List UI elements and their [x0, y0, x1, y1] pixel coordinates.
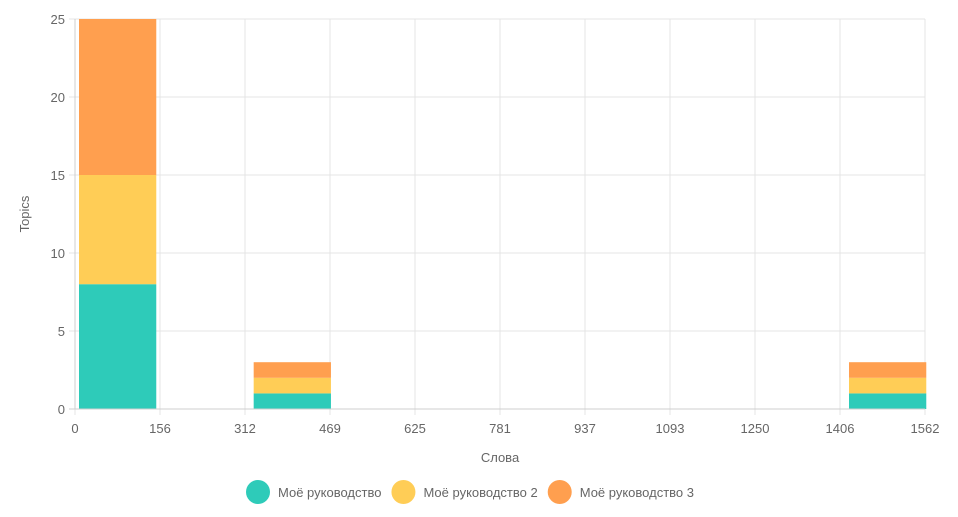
y-tick-label: 15 [51, 168, 65, 183]
legend-swatch [246, 480, 270, 504]
legend-item[interactable]: Моё руководство 2 [391, 480, 538, 504]
bar-segment [79, 19, 157, 175]
bar-segment [253, 377, 331, 394]
grid-lines [69, 18, 926, 415]
y-tick-label: 5 [58, 324, 65, 339]
x-tick-label: 156 [149, 421, 171, 436]
legend-swatch [547, 480, 572, 504]
legend-label: Моё руководство 2 [423, 485, 537, 500]
x-tick-label: 1406 [826, 421, 855, 436]
bar-segment [849, 393, 927, 409]
y-tick-label: 25 [51, 12, 65, 27]
x-tick-label: 937 [574, 421, 596, 436]
legend-item[interactable]: Моё руководство [246, 480, 381, 504]
bar-segment [849, 362, 927, 378]
y-tick-label: 20 [51, 90, 65, 105]
x-tick-label: 1093 [656, 421, 685, 436]
x-tick-label: 469 [319, 421, 341, 436]
y-tick-label: 10 [51, 246, 65, 261]
legend: Моё руководство Моё руководство 2 Моё руко… [246, 480, 694, 504]
y-tick-label: 0 [58, 402, 65, 417]
bar-segment [849, 377, 927, 394]
bar-segment [79, 175, 157, 285]
legend-label: Моё руководство 3 [580, 485, 694, 500]
bars [79, 19, 927, 409]
legend-swatch [391, 480, 416, 504]
x-tick-label: 625 [404, 421, 426, 436]
x-axis-title: Слова [481, 450, 520, 465]
axes: 0 156 312 469 625 781 937 1093 1250 1406 1562 0 5 10 1… [51, 12, 940, 436]
bar-segment [79, 284, 157, 409]
legend-label: Моё руководство [278, 485, 381, 500]
legend-item[interactable]: Моё руководство 3 [547, 480, 694, 504]
x-tick-label: 1250 [741, 421, 770, 436]
x-tick-label: 312 [234, 421, 256, 436]
x-tick-label: 781 [489, 421, 511, 436]
bar-segment [253, 362, 331, 378]
y-axis-title: Topics [17, 195, 32, 232]
bar-segment [253, 393, 331, 409]
x-tick-label: 1562 [911, 421, 940, 436]
x-tick-label: 0 [71, 421, 78, 436]
